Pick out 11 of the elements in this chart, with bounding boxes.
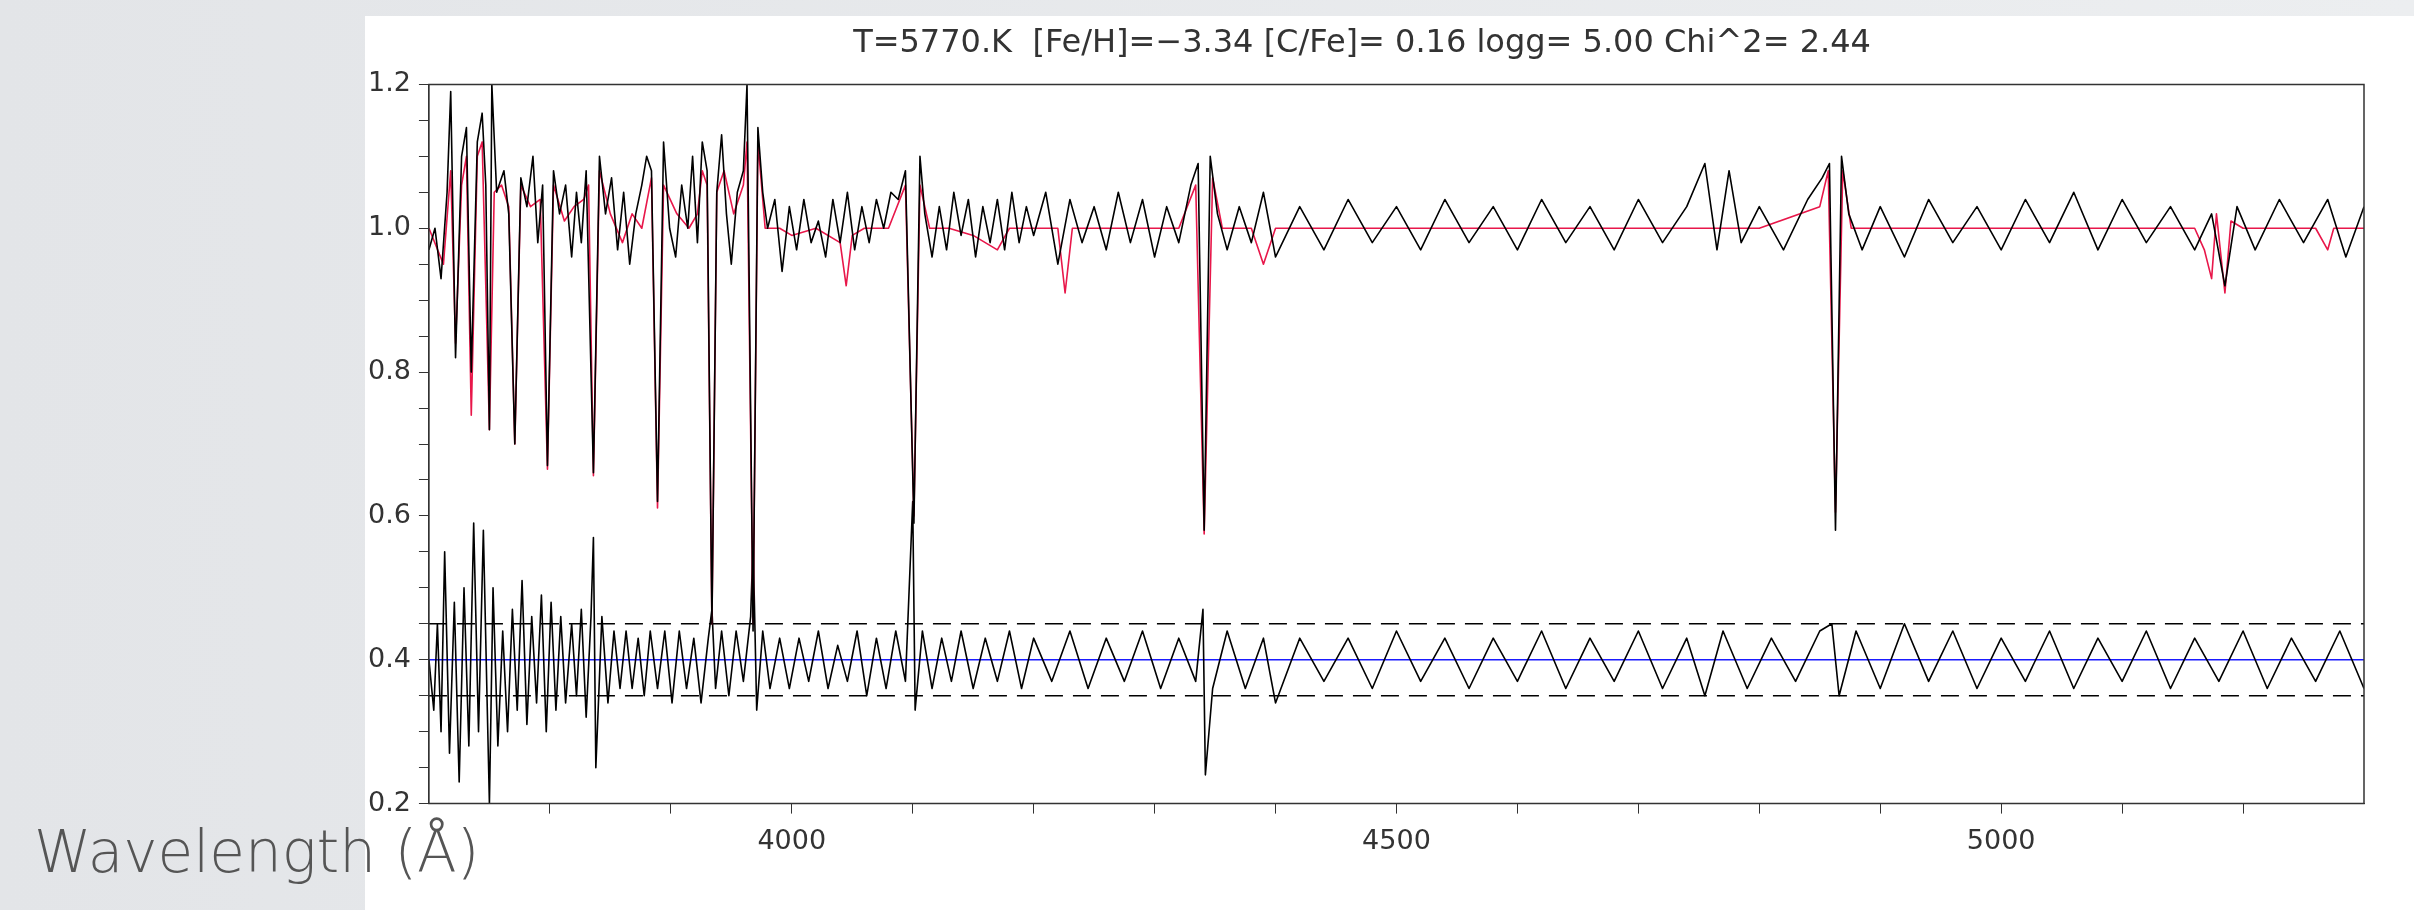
x-tick-label: 4000 xyxy=(757,823,827,855)
y-tick-label: 0.6 xyxy=(367,497,411,529)
x-axis-title: Wavelength (Å) xyxy=(34,818,480,886)
x-tick-label: 4500 xyxy=(1362,823,1431,855)
y-tick-label: 1.2 xyxy=(367,66,411,98)
y-tick-label: 0.8 xyxy=(367,354,411,386)
y-tick-label: 0.4 xyxy=(367,641,411,673)
chart-title: T=5770.K [Fe/H]=−3.34 [C/Fe]= 0.16 logg= 5.00 Chi^2= 2.44 xyxy=(852,21,1871,60)
y-tick-label: 1.0 xyxy=(367,210,411,242)
y-tick-label: 0.2 xyxy=(367,785,411,817)
x-tick-label: 5000 xyxy=(1966,823,2036,855)
